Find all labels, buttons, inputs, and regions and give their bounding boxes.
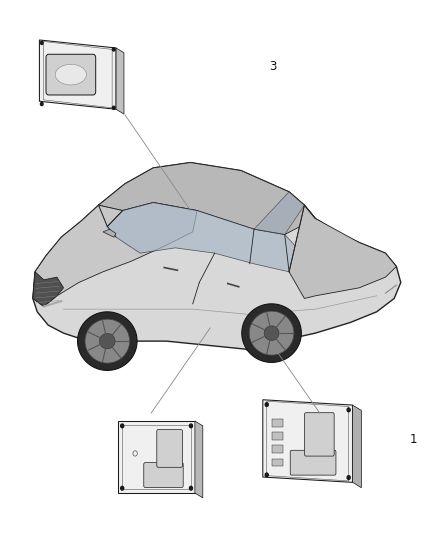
Circle shape — [113, 106, 115, 109]
FancyBboxPatch shape — [157, 430, 182, 467]
Polygon shape — [353, 405, 361, 488]
Circle shape — [121, 486, 124, 490]
Polygon shape — [254, 192, 304, 235]
Text: 2: 2 — [173, 442, 180, 455]
FancyBboxPatch shape — [46, 54, 95, 95]
Polygon shape — [99, 334, 115, 349]
Circle shape — [40, 102, 43, 106]
Polygon shape — [99, 163, 315, 235]
Polygon shape — [33, 163, 401, 354]
FancyBboxPatch shape — [144, 463, 183, 487]
Bar — [272, 432, 283, 440]
Polygon shape — [103, 229, 116, 237]
Polygon shape — [33, 272, 64, 306]
Circle shape — [189, 486, 192, 490]
Bar — [272, 446, 283, 453]
FancyBboxPatch shape — [118, 421, 195, 493]
Polygon shape — [85, 319, 130, 363]
Polygon shape — [116, 48, 124, 114]
Circle shape — [347, 476, 350, 480]
Polygon shape — [195, 421, 203, 498]
Polygon shape — [242, 304, 301, 362]
Polygon shape — [39, 40, 116, 109]
Circle shape — [113, 48, 115, 51]
Circle shape — [121, 424, 124, 427]
Text: 1: 1 — [410, 433, 417, 446]
Ellipse shape — [55, 64, 86, 85]
Polygon shape — [78, 312, 137, 370]
Text: 3: 3 — [269, 60, 277, 73]
Polygon shape — [107, 203, 304, 272]
Circle shape — [189, 424, 192, 427]
FancyBboxPatch shape — [304, 413, 334, 456]
Circle shape — [265, 473, 268, 477]
Circle shape — [265, 403, 268, 406]
Polygon shape — [249, 311, 294, 355]
Polygon shape — [289, 205, 396, 298]
Polygon shape — [264, 326, 279, 341]
Polygon shape — [33, 203, 197, 306]
Polygon shape — [263, 400, 353, 482]
Bar — [272, 419, 283, 427]
Circle shape — [347, 408, 350, 411]
Bar — [272, 458, 283, 466]
Circle shape — [40, 41, 43, 44]
FancyBboxPatch shape — [290, 450, 336, 475]
